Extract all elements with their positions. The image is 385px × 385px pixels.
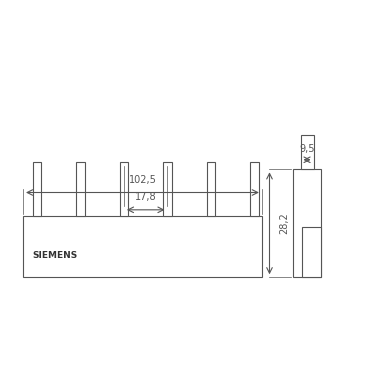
Text: 28,2: 28,2 xyxy=(279,213,289,234)
Bar xyxy=(293,169,321,277)
Text: 102,5: 102,5 xyxy=(129,175,156,185)
Bar xyxy=(302,227,321,277)
Bar xyxy=(250,162,259,216)
Bar xyxy=(33,162,41,216)
Bar xyxy=(207,162,215,216)
Text: 9,5: 9,5 xyxy=(299,144,315,154)
Text: 17,8: 17,8 xyxy=(135,192,157,202)
Text: SIEMENS: SIEMENS xyxy=(33,251,78,260)
Bar xyxy=(23,216,262,277)
Bar xyxy=(301,135,313,169)
Bar xyxy=(120,162,128,216)
Bar xyxy=(163,162,172,216)
Bar xyxy=(76,162,85,216)
